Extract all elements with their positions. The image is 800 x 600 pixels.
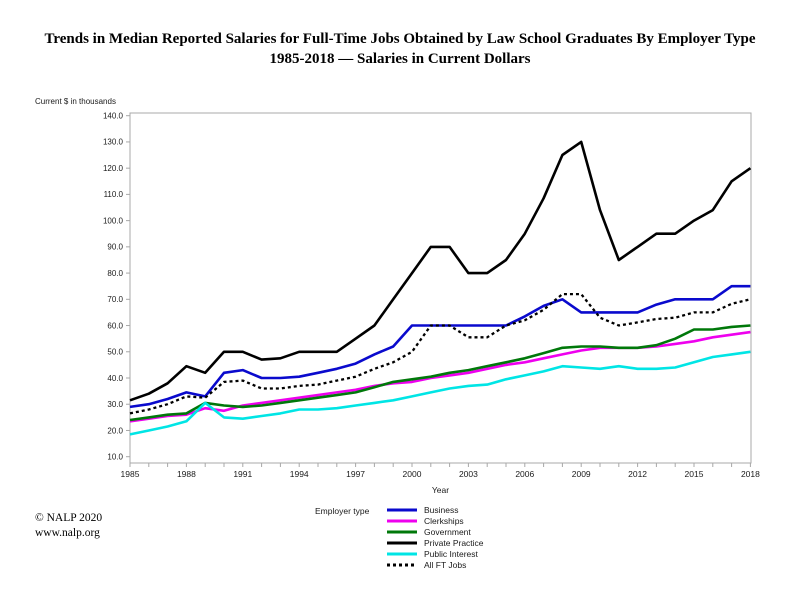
x-tick-label: 1991 — [233, 469, 252, 479]
legend-swatch-government — [387, 530, 417, 533]
legend-swatch-public-interest — [387, 552, 417, 555]
x-tick-label: 2012 — [628, 469, 647, 479]
x-tick-label: 2003 — [459, 469, 478, 479]
y-tick-label: 110.0 — [104, 190, 124, 199]
x-tick-label: 2006 — [515, 469, 534, 479]
legend-swatch-business — [387, 508, 417, 511]
legend-label-business: Business — [424, 504, 459, 515]
x-axis-title: Year — [432, 485, 449, 495]
x-tick-label: 2009 — [572, 469, 591, 479]
plot-frame — [129, 112, 752, 464]
x-tick-label: 1994 — [290, 469, 309, 479]
y-tick-label: 30.0 — [107, 400, 123, 409]
legend-entry-public-interest: Public Interest — [387, 548, 484, 559]
y-tick-label: 90.0 — [107, 243, 123, 252]
y-tick-label: 120.0 — [103, 164, 124, 173]
legend-entry-clerkships: Clerkships — [387, 515, 484, 526]
legend-entry-all-ft-jobs: All FT Jobs — [387, 559, 484, 570]
y-tick-label: 60.0 — [107, 321, 123, 330]
legend-label-public-interest: Public Interest — [424, 548, 478, 559]
x-tick-label: 1985 — [121, 469, 140, 479]
y-tick-label: 40.0 — [107, 374, 123, 383]
series-all-ft-jobs — [129, 292, 751, 415]
chart-title-line1: Trends in Median Reported Salaries for F… — [44, 31, 756, 47]
series-business — [129, 284, 751, 409]
legend-entry-government: Government — [387, 526, 484, 537]
x-tick-label: 2000 — [403, 469, 422, 479]
legend-entry-private-practice: Private Practice — [387, 537, 484, 548]
legend-title: Employer type — [315, 506, 370, 516]
y-tick-label: 100.0 — [103, 216, 124, 225]
legend-label-all-ft-jobs: All FT Jobs — [424, 559, 467, 570]
y-tick-label: 20.0 — [107, 426, 123, 435]
chart-title-line2: 1985-2018 — Salaries in Current Dollars — [269, 51, 531, 67]
legend: Business Clerkships Government Private Prac… — [387, 504, 484, 570]
series-public-interest — [129, 350, 751, 436]
y-tick-label: 80.0 — [107, 269, 123, 278]
legend-label-private-practice: Private Practice — [424, 537, 484, 548]
y-tick-label: 140.0 — [103, 111, 124, 120]
y-tick-label: 130.0 — [103, 138, 124, 147]
footer-url: www.nalp.org — [35, 527, 100, 539]
x-tick-label: 1997 — [346, 469, 365, 479]
series-government — [129, 324, 751, 422]
footer: © NALP 2020 www.nalp.org — [35, 511, 102, 541]
x-tick-label: 2018 — [741, 469, 760, 479]
legend-swatch-private-practice — [387, 541, 417, 544]
legend-label-government: Government — [424, 526, 471, 537]
legend-entry-business: Business — [387, 504, 484, 515]
x-tick-label: 1988 — [177, 469, 196, 479]
y-tick-label: 70.0 — [107, 295, 123, 304]
y-tick-label: 10.0 — [107, 453, 123, 462]
y-axis-unit-label: Current $ in thousands — [35, 97, 116, 106]
footer-copyright: © NALP 2020 — [35, 512, 103, 524]
x-tick-label: 2015 — [685, 469, 704, 479]
legend-label-clerkships: Clerkships — [424, 515, 464, 526]
chart-title: Trends in Median Reported Salaries for F… — [0, 29, 800, 69]
series-private-practice — [129, 140, 752, 402]
legend-swatch-clerkships — [387, 519, 417, 522]
legend-swatch-all-ft-jobs — [387, 563, 417, 566]
y-tick-label: 50.0 — [107, 348, 123, 357]
